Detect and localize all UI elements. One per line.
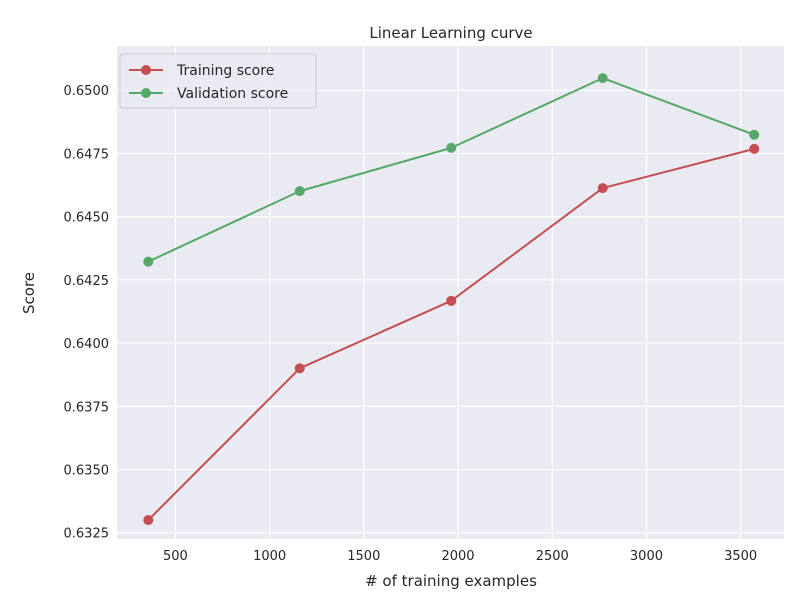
x-tick-label: 3000 [630,549,663,564]
y-tick-label: 0.6450 [64,211,110,226]
validation-score-point [749,129,760,140]
x-tick-label: 500 [163,549,188,564]
chart-title: Linear Learning curve [369,24,532,42]
x-tick-label: 2000 [441,549,474,564]
plot-area [117,46,784,539]
y-axis-title: Score [20,272,38,314]
legend: Training score Validation score [119,53,317,109]
tick-labels: 500 1000 1500 2000 2500 3000 3500 0.6325 0.6350 0… [64,84,758,564]
y-tick-label: 0.6325 [64,527,110,542]
x-tick-label: 2500 [536,549,569,564]
training-score-point [294,363,305,374]
legend-entry-training: Training score [129,63,274,79]
x-axis-title: # of training examples [365,572,537,590]
training-score-point [446,295,457,306]
legend-label-validation: Validation score [177,86,288,102]
legend-marker-validation [141,88,151,98]
validation-score-point [294,186,305,197]
grid [117,46,784,539]
validation-score-point [143,256,154,267]
validation-score-point [597,73,608,84]
y-tick-label: 0.6475 [64,147,110,162]
series-markers [143,73,760,526]
y-tick-label: 0.6375 [64,400,110,415]
legend-box [119,53,317,109]
training-score-point [597,183,608,194]
y-tick-label: 0.6500 [64,84,110,99]
training-score-point [143,515,154,526]
x-tick-label: 1500 [347,549,380,564]
validation-score-point [446,142,457,153]
legend-label-training: Training score [176,63,274,79]
y-tick-label: 0.6400 [64,337,110,352]
legend-entry-validation: Validation score [129,86,288,102]
x-tick-label: 3500 [724,549,757,564]
training-score-point [749,143,760,154]
y-tick-label: 0.6425 [64,274,110,289]
legend-marker-training [141,65,151,75]
x-tick-label: 1000 [253,549,286,564]
y-tick-label: 0.6350 [64,463,110,478]
